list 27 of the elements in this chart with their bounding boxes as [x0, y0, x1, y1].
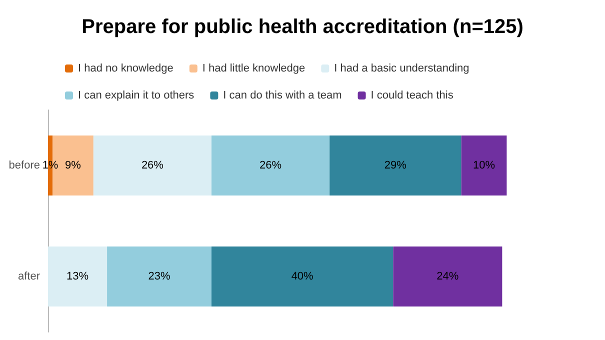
data-label: 13%: [66, 270, 89, 282]
bar: [330, 136, 462, 196]
data-label: 23%: [148, 270, 170, 282]
bar: [93, 136, 212, 196]
data-label: 40%: [291, 270, 314, 282]
legend-label: I had little knowledge: [202, 62, 306, 74]
y-tick-label: after: [18, 270, 40, 282]
data-label: 29%: [384, 160, 407, 172]
bar: [107, 246, 212, 306]
data-label: 26%: [141, 160, 164, 172]
legend-label: I can explain it to others: [78, 90, 195, 102]
bar: [461, 136, 507, 196]
bar: [212, 136, 330, 196]
legend-label: I had no knowledge: [78, 62, 174, 74]
bar: [393, 246, 502, 306]
data-label: 10%: [472, 160, 496, 172]
legend-label: I could teach this: [370, 90, 454, 102]
data-label: 9%: [65, 160, 82, 172]
legend-label: I had a basic understanding: [334, 62, 470, 74]
bar: [212, 246, 394, 306]
y-tick-label: before: [8, 160, 40, 172]
chart-title: Prepare for public health accreditation (n=125): [82, 16, 524, 38]
legend-label: I can do this with a team: [223, 90, 342, 102]
data-label: 1%: [42, 160, 58, 172]
bar: [48, 246, 108, 306]
data-label: 26%: [260, 160, 282, 172]
data-label: 24%: [436, 270, 459, 282]
